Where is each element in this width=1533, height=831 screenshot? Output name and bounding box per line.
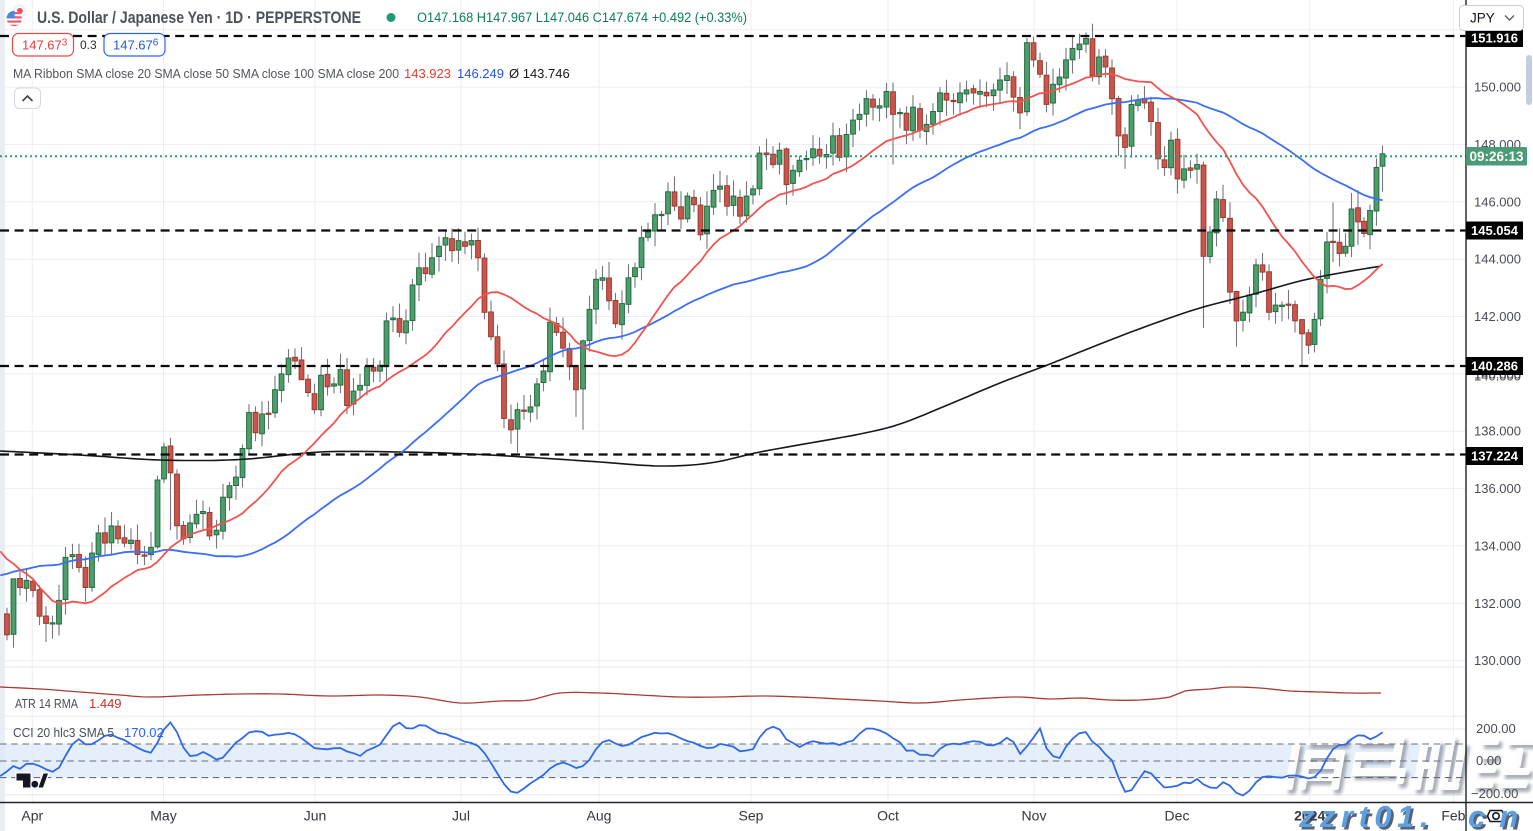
svg-text:130.000: 130.000: [1474, 653, 1521, 668]
svg-text:Ø 143.746: Ø 143.746: [509, 66, 570, 81]
svg-text:−200.00: −200.00: [1471, 786, 1518, 801]
svg-text:200.00: 200.00: [1476, 721, 1516, 736]
svg-text:138.000: 138.000: [1474, 424, 1521, 439]
svg-text:146.000: 146.000: [1474, 194, 1521, 209]
svg-text:zzrt01.: zzrt01.: [1298, 799, 1434, 831]
svg-text:137.224: 137.224: [1471, 449, 1519, 464]
svg-text:2024: 2024: [1294, 808, 1325, 824]
svg-text:MA Ribbon SMA close 20 SMA clo: MA Ribbon SMA close 20 SMA close 50 SMA …: [13, 66, 399, 81]
svg-text:Jul: Jul: [452, 808, 470, 824]
svg-text:Feb: Feb: [1441, 808, 1465, 824]
svg-text:Aug: Aug: [587, 808, 612, 824]
svg-text:May: May: [150, 808, 176, 824]
svg-text:143.923: 143.923: [404, 66, 451, 81]
svg-text:147.673: 147.673: [22, 38, 68, 53]
svg-text:Jun: Jun: [304, 808, 327, 824]
svg-text:O147.168 H147.967 L147.046 C14: O147.168 H147.967 L147.046 C147.674 +0.4…: [417, 10, 747, 25]
svg-text:Oct: Oct: [877, 808, 899, 824]
svg-text:140.286: 140.286: [1471, 359, 1518, 374]
svg-text:Nov: Nov: [1022, 808, 1047, 824]
svg-text:170.02: 170.02: [124, 725, 164, 740]
svg-text:CCI 20 hlc3 SMA 5: CCI 20 hlc3 SMA 5: [13, 725, 114, 740]
svg-text:144.000: 144.000: [1474, 252, 1521, 267]
svg-text:145.054: 145.054: [1471, 223, 1519, 238]
svg-text:cn: cn: [1468, 799, 1532, 831]
svg-text:147.676: 147.676: [113, 38, 159, 53]
svg-text:zzrt01.: zzrt01.: [1301, 802, 1437, 831]
svg-text:ATR 14 RMA: ATR 14 RMA: [15, 696, 78, 711]
svg-text:0.3: 0.3: [80, 38, 97, 52]
svg-text:136.000: 136.000: [1474, 481, 1521, 496]
svg-text:JPY: JPY: [1470, 11, 1495, 26]
svg-text:1.449: 1.449: [89, 696, 122, 711]
svg-text:142.000: 142.000: [1474, 309, 1521, 324]
svg-text:Dec: Dec: [1165, 808, 1190, 824]
svg-text:150.000: 150.000: [1474, 80, 1521, 95]
svg-text:132.000: 132.000: [1474, 596, 1521, 611]
svg-text:Sep: Sep: [739, 808, 764, 824]
svg-text:0.00: 0.00: [1476, 753, 1501, 768]
svg-text:Apr: Apr: [21, 808, 43, 824]
svg-text:151.916: 151.916: [1471, 31, 1518, 46]
svg-text:146.249: 146.249: [457, 66, 504, 81]
svg-text:09:26:13: 09:26:13: [1469, 149, 1524, 164]
svg-text:134.000: 134.000: [1474, 538, 1521, 553]
svg-text:U.S. Dollar / Japanese Yen · 1: U.S. Dollar / Japanese Yen · 1D · PEPPER…: [37, 9, 361, 27]
svg-text:cn: cn: [1471, 802, 1533, 831]
